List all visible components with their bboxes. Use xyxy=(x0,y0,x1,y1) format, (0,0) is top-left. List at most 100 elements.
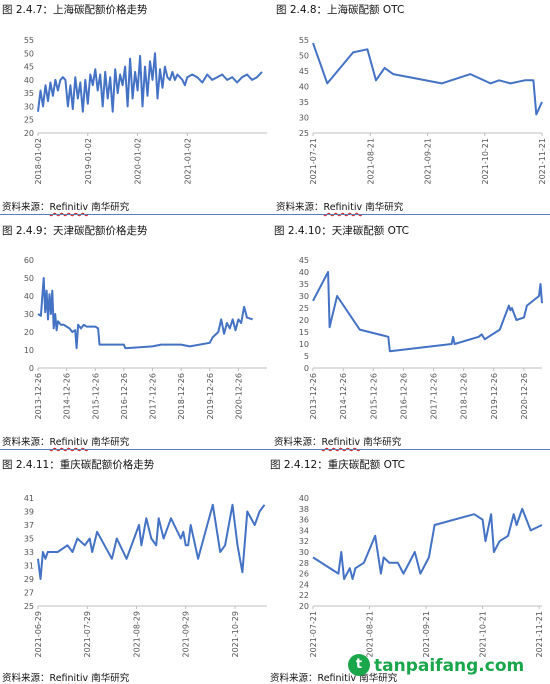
y-tick-label: 45 xyxy=(24,63,34,72)
y-tick-label: 29 xyxy=(24,575,34,584)
source-note: 资料来源：Refinitiv 南华研究 xyxy=(2,434,129,448)
y-tick-label: 25 xyxy=(299,129,309,138)
x-tick-label: 2021-09-21 xyxy=(424,138,433,185)
y-tick-label: 25 xyxy=(24,602,34,611)
y-tick-label: 35 xyxy=(24,535,34,544)
divider xyxy=(0,449,550,450)
y-tick-label: 31 xyxy=(24,562,34,571)
source-note: 资料来源：Refinitiv 南华研究 xyxy=(270,670,397,684)
y-tick-label: 25 xyxy=(24,116,34,125)
y-tick-label: 41 xyxy=(24,494,34,503)
source-prefix: 资料来源： xyxy=(2,202,50,213)
x-tick-label: 2021-07-21 xyxy=(309,138,318,185)
shanghai-otc-chart: 25 30 35 40 45 50 55 2021-07-21 2021-08-21 2021-0… xyxy=(299,36,547,185)
source-vendor: Refinitiv xyxy=(49,673,89,684)
source-note: 资料来源：Refinitiv 南华研究 xyxy=(2,199,129,213)
y-tick-label: 20 xyxy=(24,129,34,138)
y-tick-label: 35 xyxy=(299,98,309,107)
y-tick-label: 30 xyxy=(299,548,309,557)
y-tick-label: 32 xyxy=(299,537,309,546)
x-tick-label: 2020-01-02 xyxy=(134,138,143,185)
source-vendor: Refinitiv xyxy=(49,202,89,213)
y-tick-label: 40 xyxy=(299,83,309,92)
y-tick-label: 50 xyxy=(24,49,34,58)
y-tick-label: 37 xyxy=(24,521,34,530)
x-tick-label: 2021-11-21 xyxy=(535,611,544,658)
x-tick-label: 2014-12-26 xyxy=(339,373,348,420)
y-tick-label: 0 xyxy=(29,364,34,373)
y-tick-label: 55 xyxy=(299,36,309,45)
x-tick-label: 2021-08-21 xyxy=(366,611,375,658)
x-tick-label: 2021-08-29 xyxy=(132,611,141,658)
watermark: t tanpaifang.com xyxy=(348,654,548,680)
y-tick-label: 30 xyxy=(299,292,309,301)
x-tick-label: 2021-08-21 xyxy=(366,138,375,185)
x-tick-label: 2013-12-26 xyxy=(34,373,43,420)
y-tick-label: 20 xyxy=(299,316,309,325)
y-tick-label: 0 xyxy=(304,364,309,373)
y-tick-label: 20 xyxy=(24,328,34,337)
x-tick-label: 2021-07-29 xyxy=(83,611,92,658)
figure-caption: 图 2.4.10：天津碳配额 OTC xyxy=(274,225,409,237)
tianjin-price-chart: 0 10 20 30 40 50 60 2013-12-26 2014-12-26 2015-12… xyxy=(24,256,267,420)
x-tick-label: 2021-10-21 xyxy=(481,138,490,185)
source-vendor: Refinitiv xyxy=(317,673,357,684)
y-tick-label: 45 xyxy=(299,67,309,76)
x-tick-label: 2021-09-29 xyxy=(182,611,191,658)
y-tick-label: 10 xyxy=(299,340,309,349)
y-tick-label: 30 xyxy=(299,114,309,123)
divider xyxy=(0,214,550,215)
source-suffix: 南华研究 xyxy=(365,202,404,213)
x-tick-label: 2021-01-02 xyxy=(183,138,192,185)
y-tick-label: 15 xyxy=(299,328,309,337)
y-tick-label: 34 xyxy=(299,526,309,535)
x-tick-label: 2021-11-21 xyxy=(538,138,547,185)
figure-caption: 图 2.4.7：上海碳配额价格走势 xyxy=(2,4,148,16)
shanghai-price-chart: 20 25 30 35 40 45 50 55 2018-01-02 2019-01-02 2020… xyxy=(24,36,267,185)
leaf-logo-icon: t xyxy=(348,654,370,676)
y-tick-label: 40 xyxy=(24,76,34,85)
x-tick-label: 2020-12-26 xyxy=(520,373,529,420)
watermark-text: tanpaifang.com xyxy=(374,656,525,676)
y-tick-label: 40 xyxy=(24,292,34,301)
series-line xyxy=(312,42,543,116)
x-tick-label: 2016-12-26 xyxy=(399,373,408,420)
chongqing-price-chart: 25 27 29 31 33 35 37 39 41 2021-06-29 2021-07-29 20… xyxy=(24,494,267,658)
source-suffix: 南华研究 xyxy=(91,673,130,684)
y-tick-label: 26 xyxy=(299,570,309,579)
y-tick-label: 28 xyxy=(299,559,309,568)
y-tick-label: 45 xyxy=(299,256,309,265)
y-tick-label: 24 xyxy=(299,580,309,589)
x-tick-label: 2017-12-26 xyxy=(149,373,158,420)
source-suffix: 南华研究 xyxy=(359,673,398,684)
x-tick-label: 2018-12-26 xyxy=(177,373,186,420)
x-tick-label: 2021-09-21 xyxy=(422,611,431,658)
x-tick-label: 2021-10-21 xyxy=(479,611,488,658)
y-tick-label: 30 xyxy=(24,102,34,111)
y-tick-label: 30 xyxy=(24,310,34,319)
figure-caption: 图 2.4.9：天津碳配额价格走势 xyxy=(2,225,148,237)
tianjin-otc-chart: 0 5 10 15 20 25 30 35 40 45 2013-12-26 2014-12-26 20… xyxy=(299,256,543,420)
y-tick-label: 55 xyxy=(24,36,34,45)
y-tick-label: 20 xyxy=(299,602,309,611)
figure-caption: 图 2.4.11：重庆碳配额价格走势 xyxy=(2,459,155,471)
source-prefix: 资料来源： xyxy=(276,202,324,213)
figure-caption: 图 2.4.8：上海碳配额 OTC xyxy=(276,4,405,16)
y-tick-label: 33 xyxy=(24,548,34,557)
figure-caption: 图 2.4.12：重庆碳配额 OTC xyxy=(270,459,405,471)
y-tick-label: 25 xyxy=(299,304,309,313)
y-tick-label: 5 xyxy=(304,352,309,361)
y-tick-label: 39 xyxy=(24,508,34,517)
x-tick-label: 2020-12-26 xyxy=(234,373,243,420)
source-note: 资料来源：Refinitiv 南华研究 xyxy=(2,670,129,684)
x-tick-label: 2021-10-29 xyxy=(231,611,240,658)
source-suffix: 南华研究 xyxy=(363,437,402,448)
x-tick-label: 2013-12-26 xyxy=(309,373,318,420)
y-tick-label: 35 xyxy=(299,280,309,289)
source-prefix: 资料来源： xyxy=(2,673,50,684)
source-suffix: 南华研究 xyxy=(91,437,130,448)
y-tick-label: 50 xyxy=(24,274,34,283)
source-vendor: Refinitiv xyxy=(49,437,89,448)
source-prefix: 资料来源： xyxy=(274,437,322,448)
